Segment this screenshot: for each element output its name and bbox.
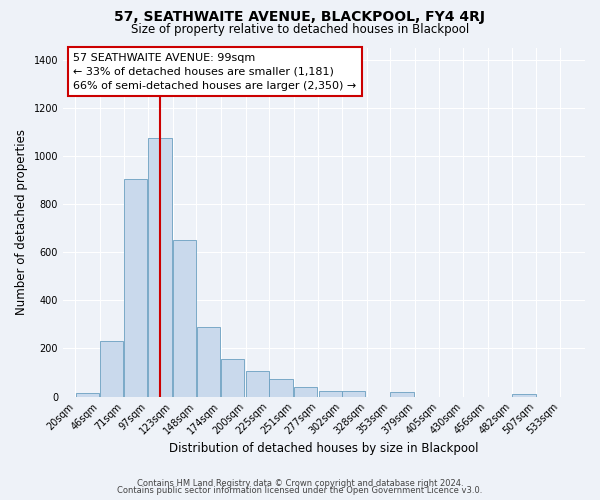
Bar	[221, 358, 244, 397]
Bar	[342, 392, 365, 396]
Bar	[76, 393, 99, 396]
Bar	[512, 394, 536, 396]
Y-axis label: Number of detached properties: Number of detached properties	[15, 129, 28, 315]
Bar	[100, 341, 124, 396]
Bar	[173, 240, 196, 396]
X-axis label: Distribution of detached houses by size in Blackpool: Distribution of detached houses by size …	[169, 442, 479, 455]
Text: 57, SEATHWAITE AVENUE, BLACKPOOL, FY4 4RJ: 57, SEATHWAITE AVENUE, BLACKPOOL, FY4 4R…	[115, 10, 485, 24]
Bar	[319, 392, 342, 396]
Bar	[391, 392, 413, 396]
Text: 57 SEATHWAITE AVENUE: 99sqm
← 33% of detached houses are smaller (1,181)
66% of : 57 SEATHWAITE AVENUE: 99sqm ← 33% of det…	[73, 52, 357, 90]
Text: Size of property relative to detached houses in Blackpool: Size of property relative to detached ho…	[131, 22, 469, 36]
Bar	[124, 178, 147, 396]
Bar	[197, 327, 220, 396]
Bar	[148, 138, 172, 396]
Text: Contains HM Land Registry data © Crown copyright and database right 2024.: Contains HM Land Registry data © Crown c…	[137, 478, 463, 488]
Bar	[246, 370, 269, 396]
Bar	[294, 387, 317, 396]
Text: Contains public sector information licensed under the Open Government Licence v3: Contains public sector information licen…	[118, 486, 482, 495]
Bar	[269, 379, 293, 396]
